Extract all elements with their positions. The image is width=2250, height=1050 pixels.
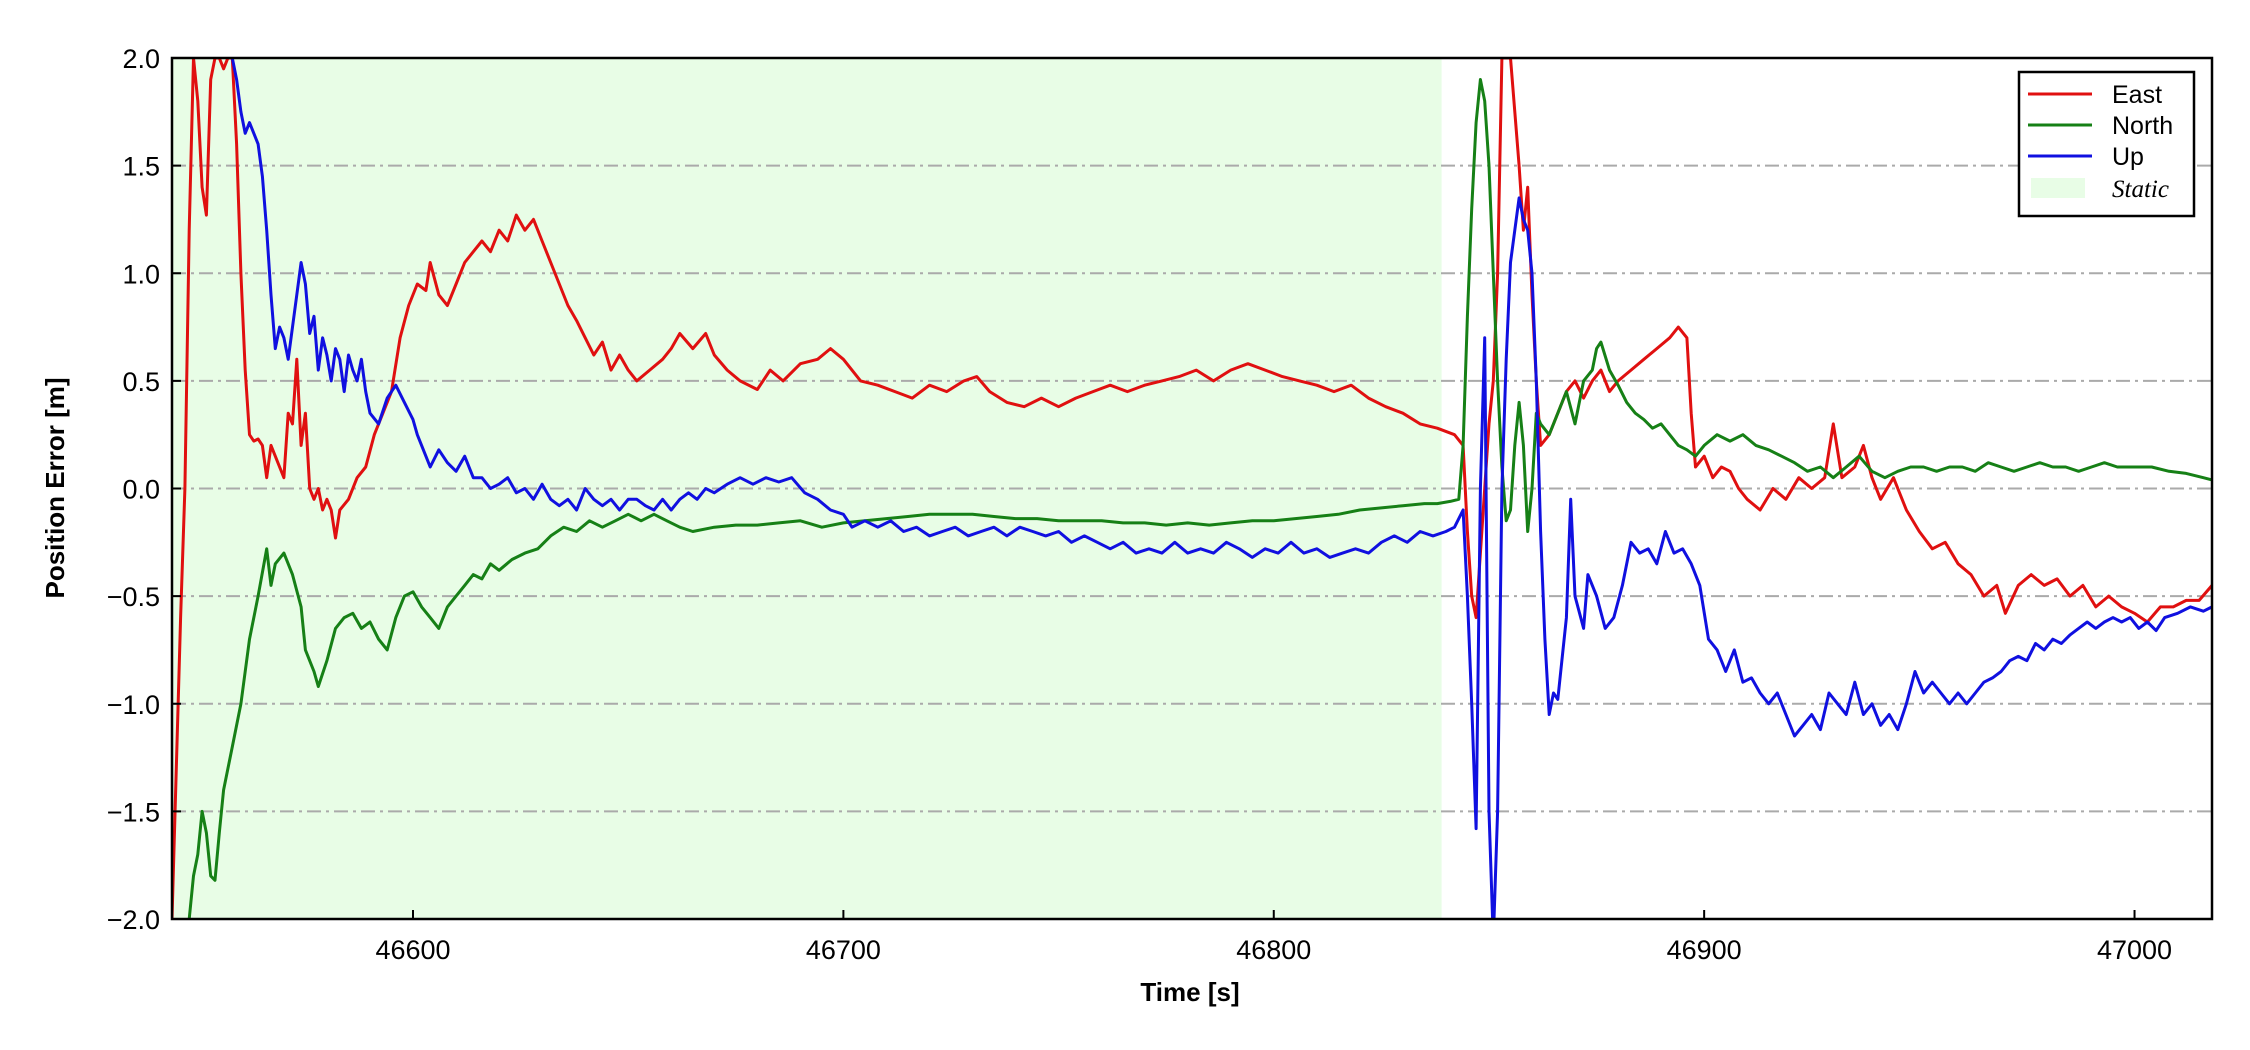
y-tick-label: 1.5 — [122, 152, 160, 182]
y-tick-label: −2.0 — [107, 905, 160, 935]
y-tick-label: −0.5 — [107, 582, 160, 612]
legend-static-label: Static — [2112, 176, 2169, 203]
legend-up-label: Up — [2112, 143, 2144, 171]
x-tick-label: 46900 — [1667, 935, 1742, 965]
legend: East North Up Static — [2017, 70, 2196, 218]
y-tick-label: 2.0 — [122, 44, 160, 74]
legend-static-swatch — [2031, 178, 2085, 198]
series-line-east — [172, 58, 2212, 919]
ticks: 46600 46700 46800 46900 47000 2.0 1.5 1.0 0.5 0.0… — [107, 44, 2172, 965]
y-axis-title: Position Error [m] — [40, 377, 70, 598]
series-line-up — [230, 58, 2212, 919]
x-axis-title: Time [s] — [1140, 977, 1239, 1007]
legend-east-label: East — [2112, 81, 2162, 109]
y-tick-label: 1.0 — [122, 259, 160, 289]
y-tick-label: −1.0 — [107, 690, 160, 720]
x-tick-label: 46700 — [806, 935, 881, 965]
y-tick-label: −1.5 — [107, 797, 160, 827]
series-group — [172, 58, 2212, 919]
legend-north-label: North — [2112, 112, 2173, 140]
y-tick-label: 0.0 — [122, 475, 160, 505]
series-line-north — [187, 78, 2212, 919]
x-tick-label: 47000 — [2097, 935, 2172, 965]
x-tick-label: 46800 — [1236, 935, 1311, 965]
y-tick-label: 0.5 — [122, 367, 160, 397]
x-tick-label: 46600 — [375, 935, 450, 965]
grid — [172, 164, 2212, 813]
